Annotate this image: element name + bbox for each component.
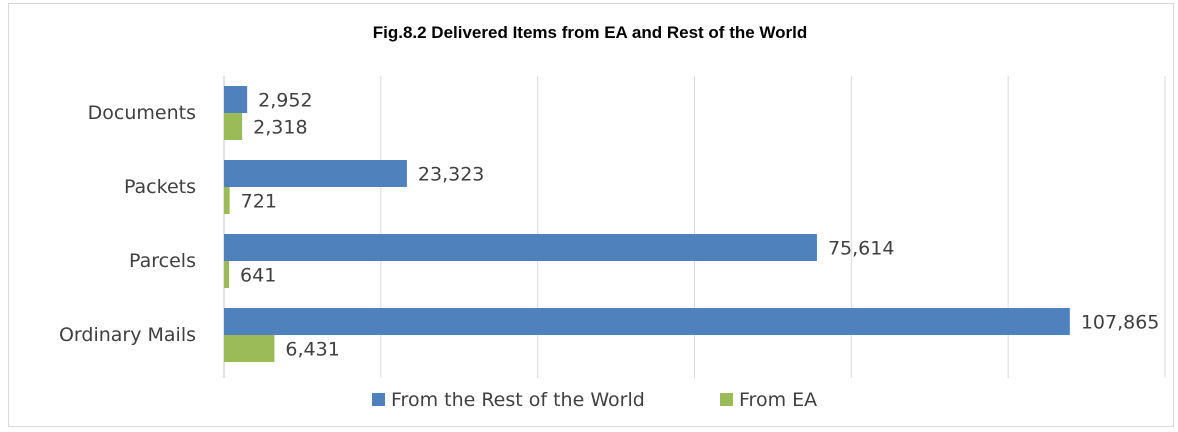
bar-ea xyxy=(224,335,275,362)
bar-rest-of-world xyxy=(224,308,1070,335)
data-label: 641 xyxy=(240,265,276,287)
data-label: 721 xyxy=(241,191,277,213)
category-label: Parcels xyxy=(129,250,196,272)
legend-label: From the Rest of the World xyxy=(391,389,645,411)
category-label: Packets xyxy=(124,176,196,198)
bar-rest-of-world xyxy=(224,234,817,261)
data-labels: 2,952 2,318 23,323 721 75,614 641 107,865 6,431 xyxy=(240,90,1159,361)
bar-ea xyxy=(224,113,243,140)
legend-swatch xyxy=(372,393,385,406)
legend: From the Rest of the World From EA xyxy=(372,389,817,411)
legend-swatch xyxy=(720,393,733,406)
category-label: Ordinary Mails xyxy=(59,324,196,346)
bar-rest-of-world xyxy=(224,160,407,187)
legend-label: From EA xyxy=(739,389,817,411)
chart-frame xyxy=(8,3,1174,427)
data-label: 2,952 xyxy=(258,90,312,112)
data-label: 75,614 xyxy=(828,238,894,260)
data-label: 6,431 xyxy=(285,339,339,361)
data-label: 2,318 xyxy=(253,117,307,139)
data-label: 107,865 xyxy=(1081,312,1160,334)
bars xyxy=(224,86,1070,362)
category-labels: Documents Packets Parcels Ordinary Mails xyxy=(59,102,196,346)
category-label: Documents xyxy=(88,102,196,124)
chart-title: Fig.8.2 Delivered Items from EA and Rest… xyxy=(373,23,808,42)
bar-ea xyxy=(224,261,230,288)
bar-rest-of-world xyxy=(224,86,248,113)
bar-ea xyxy=(224,187,230,214)
data-label: 23,323 xyxy=(418,164,484,186)
